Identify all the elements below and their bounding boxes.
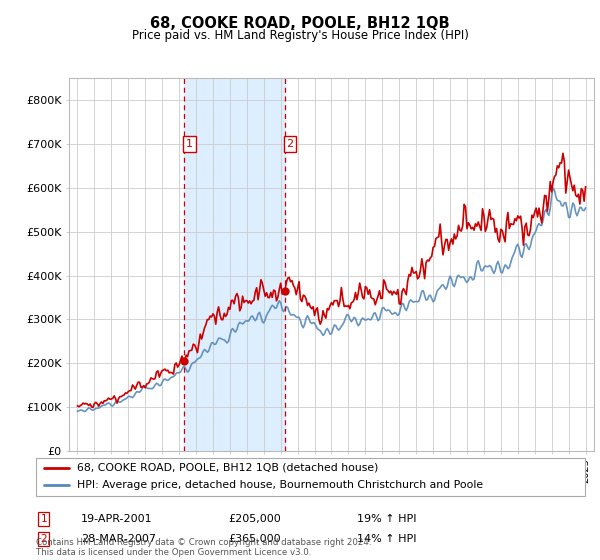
Text: Contains HM Land Registry data © Crown copyright and database right 2024.
This d: Contains HM Land Registry data © Crown c…	[36, 538, 371, 557]
Text: Price paid vs. HM Land Registry's House Price Index (HPI): Price paid vs. HM Land Registry's House …	[131, 29, 469, 42]
Text: 19-APR-2001: 19-APR-2001	[81, 514, 152, 524]
Text: 68, COOKE ROAD, POOLE, BH12 1QB: 68, COOKE ROAD, POOLE, BH12 1QB	[150, 16, 450, 31]
Text: 28-MAR-2007: 28-MAR-2007	[81, 534, 156, 544]
Text: £205,000: £205,000	[228, 514, 281, 524]
Text: 2: 2	[40, 534, 47, 544]
Text: HPI: Average price, detached house, Bournemouth Christchurch and Poole: HPI: Average price, detached house, Bour…	[77, 480, 484, 491]
Bar	[184, 78, 285, 451]
Text: 14% ↑ HPI: 14% ↑ HPI	[357, 534, 416, 544]
Text: 2: 2	[286, 139, 293, 149]
Text: 1: 1	[40, 514, 47, 524]
Text: 1: 1	[186, 139, 193, 149]
Text: £365,000: £365,000	[228, 534, 281, 544]
Text: 19% ↑ HPI: 19% ↑ HPI	[357, 514, 416, 524]
Text: 68, COOKE ROAD, POOLE, BH12 1QB (detached house): 68, COOKE ROAD, POOLE, BH12 1QB (detache…	[77, 463, 379, 473]
